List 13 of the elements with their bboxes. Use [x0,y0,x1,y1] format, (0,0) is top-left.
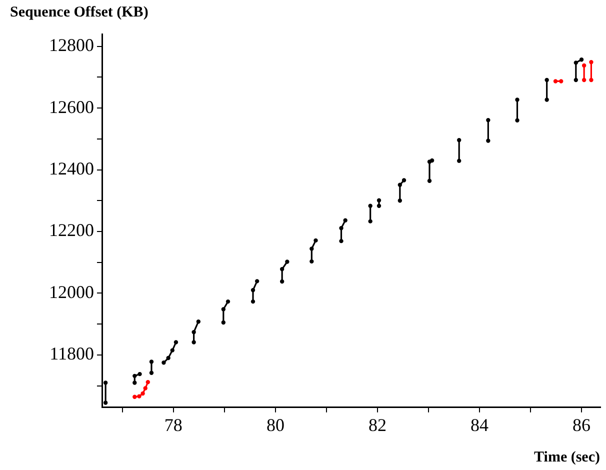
y-tick-label: 12600 [49,96,94,117]
y-tick-label: 11800 [50,344,94,364]
y-tick-label: 12000 [49,282,94,302]
y-tick-label: 12400 [49,158,94,179]
x-tick-label: 82 [368,414,386,435]
y-tick-label: 12800 [49,35,94,56]
x-axis-title: Time (sec) [534,449,600,466]
x-tick-label: 80 [266,414,284,435]
y-tick-label: 12200 [49,220,94,240]
x-tick-label: 86 [572,414,591,435]
x-tick-label: 84 [470,414,488,435]
x-tick-label: 78 [164,414,182,435]
y-axis-title: Sequence Offset (KB) [10,4,148,20]
